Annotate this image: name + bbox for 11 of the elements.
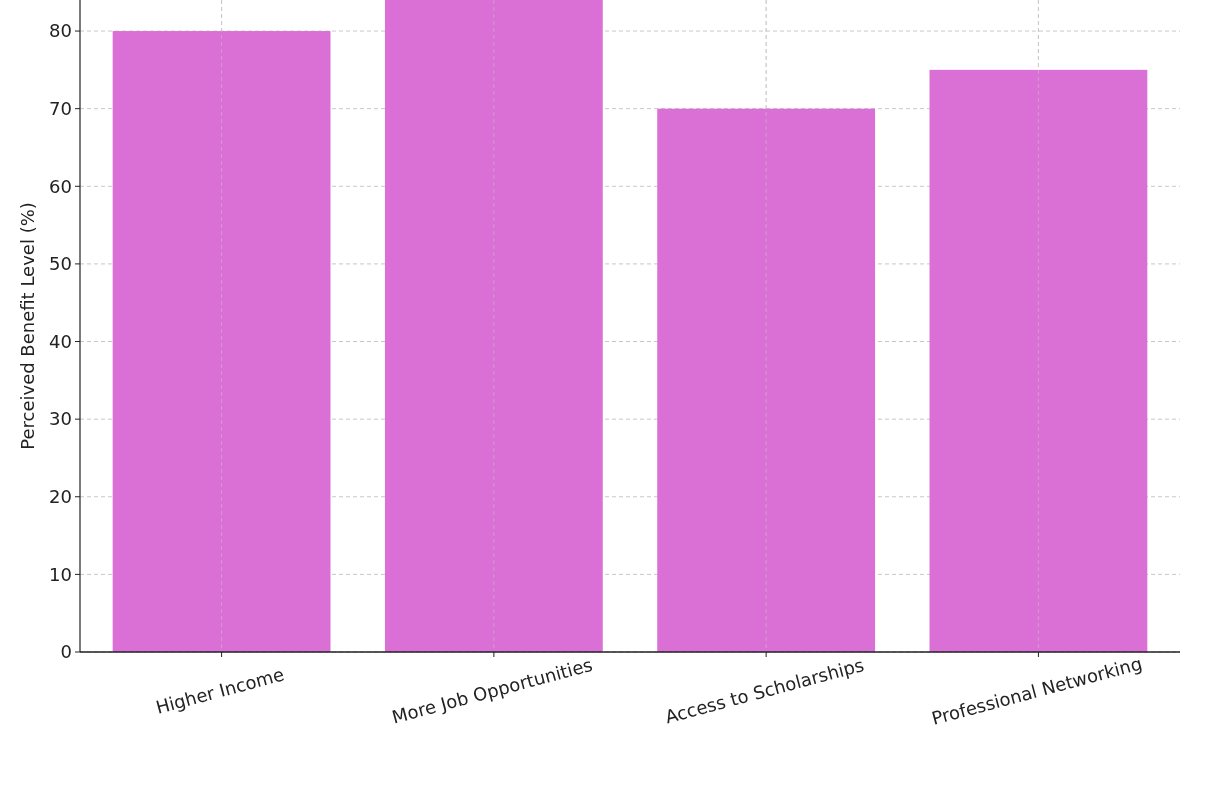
y-tick-label: 30 (49, 408, 72, 430)
y-tick-label: 40 (49, 330, 72, 352)
y-tick-label: 0 (60, 641, 72, 663)
y-tick-label: 20 (49, 486, 72, 508)
x-tick-label: Higher Income (153, 663, 287, 718)
y-tick-label: 60 (49, 175, 72, 197)
y-tick-label: 50 (49, 253, 72, 275)
y-axis-title: Perceived Benefit Level (%) (17, 202, 38, 450)
y-tick-label: 10 (49, 563, 72, 585)
y-tick-label: 80 (49, 20, 72, 42)
y-tick-label: 70 (49, 97, 72, 119)
